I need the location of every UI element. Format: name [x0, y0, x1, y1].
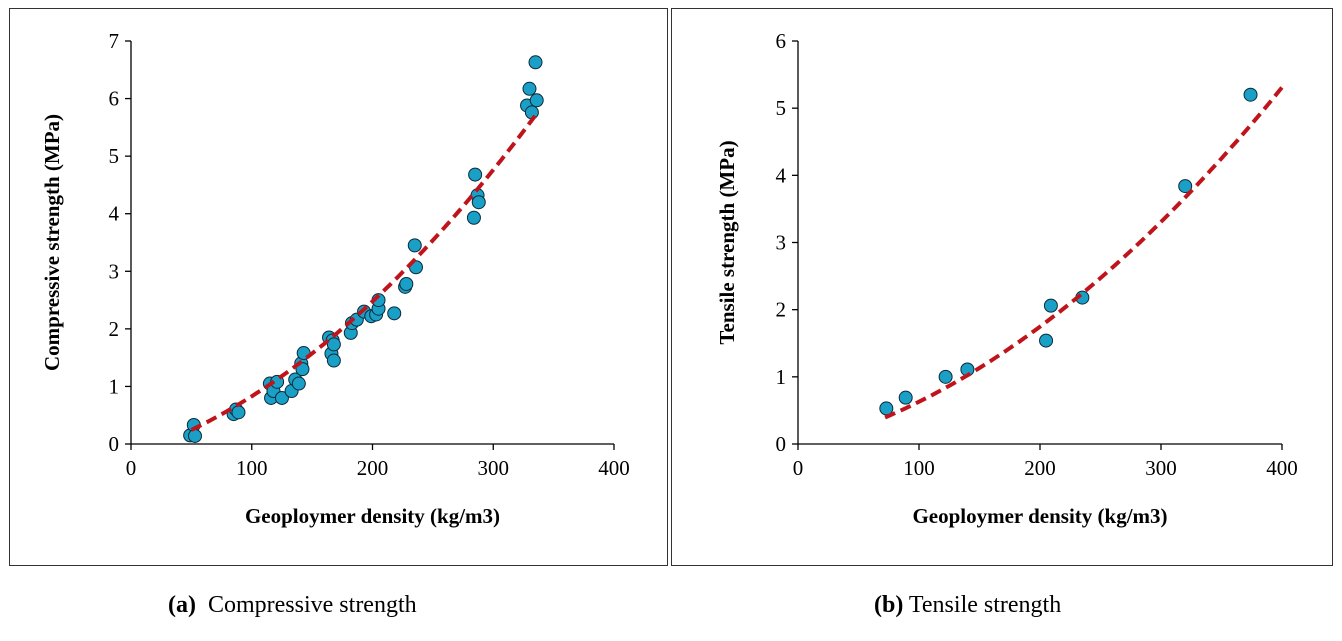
y-tick-label: 4 — [109, 202, 120, 226]
x-tick-label: 300 — [1145, 456, 1177, 480]
data-point — [522, 81, 537, 96]
data-point — [407, 238, 422, 253]
trend-line — [190, 114, 538, 432]
data-point — [274, 390, 289, 405]
y-tick-label: 1 — [776, 365, 787, 389]
y-tick-label: 2 — [776, 298, 787, 322]
y-tick-label: 0 — [776, 432, 787, 456]
chart-panel-tensile: 0 1 2 3 4 5 6 0 100 200 300 400 Geoploymer density (… — [671, 8, 1333, 566]
data-point — [898, 390, 913, 405]
y-axis-title: Compressive strength (MPa) — [40, 114, 64, 371]
x-tick-label: 300 — [478, 456, 510, 480]
y-axis-title: Tensile strength (MPa) — [715, 140, 739, 344]
x-tick-label: 100 — [903, 456, 935, 480]
compressive-strength-chart: 0 1 2 3 4 5 6 7 0 100 200 300 400 Geoploymer density … — [40, 29, 630, 528]
x-tick-label: 200 — [1024, 456, 1056, 480]
data-point — [528, 55, 543, 70]
y-tick-label: 3 — [109, 259, 120, 283]
data-point — [187, 428, 202, 443]
x-axis-title: Geoploymer density (kg/m3) — [245, 504, 500, 528]
data-point — [231, 405, 246, 420]
x-tick-label: 0 — [126, 456, 137, 480]
data-point — [1043, 298, 1058, 313]
data-point — [387, 306, 402, 321]
data-point — [529, 93, 544, 108]
y-tick-label: 7 — [109, 29, 120, 53]
data-point — [291, 376, 306, 391]
tensile-strength-chart: 0 1 2 3 4 5 6 0 100 200 300 400 Geoploymer density (… — [715, 29, 1298, 528]
y-tick-label: 2 — [109, 317, 120, 341]
data-point — [1178, 179, 1193, 194]
x-tick-label: 400 — [1266, 456, 1298, 480]
y-tick-label: 4 — [776, 163, 787, 187]
y-tick-label: 3 — [776, 231, 787, 255]
x-tick-label: 200 — [357, 456, 389, 480]
x-tick-label: 400 — [598, 456, 630, 480]
caption-text: Compressive strength — [207, 592, 417, 618]
data-point — [938, 369, 953, 384]
data-point — [326, 353, 341, 368]
data-point — [466, 210, 481, 225]
data-point — [399, 276, 414, 291]
trend-line — [884, 86, 1284, 420]
x-axis-title: Geoploymer density (kg/m3) — [912, 504, 1167, 528]
caption-letter: (b) — [874, 592, 904, 618]
caption-text: Tensile strength — [908, 592, 1062, 618]
y-tick-label: 5 — [109, 144, 120, 168]
x-tick-label: 100 — [236, 456, 268, 480]
data-point — [326, 337, 341, 352]
y-tick-label: 5 — [776, 96, 787, 120]
chart-panel-compressive: 0 1 2 3 4 5 6 7 0 100 200 300 400 Geoploymer density … — [9, 8, 668, 566]
data-point — [1243, 87, 1258, 102]
data-point — [468, 167, 483, 182]
y-tick-label: 1 — [109, 374, 120, 398]
data-point — [471, 195, 486, 210]
caption-compressive: (a) Compressive strength — [168, 592, 417, 619]
y-tick-label: 6 — [776, 29, 787, 53]
caption-tensile: (b) Tensile strength — [874, 592, 1061, 619]
x-tick-label: 0 — [793, 456, 804, 480]
data-point — [1039, 333, 1054, 348]
caption-letter: (a) — [168, 592, 196, 618]
y-tick-label: 6 — [109, 87, 120, 111]
y-tick-label: 0 — [109, 432, 120, 456]
